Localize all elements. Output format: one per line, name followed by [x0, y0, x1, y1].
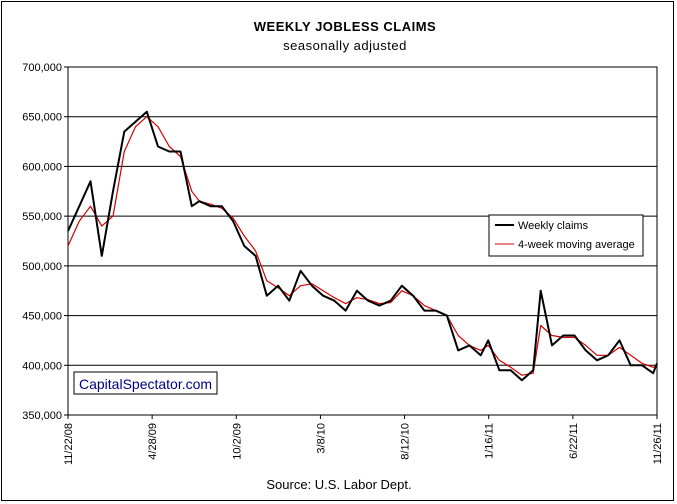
- y-tick-label: 450,000: [22, 311, 62, 323]
- chart-subtitle: seasonally adjusted: [283, 38, 407, 53]
- series-line-weekly-claims: [67, 110, 658, 382]
- x-axis-labels: 11/22/08 4/28/09 10/2/09 3/8/10 8/12/10 1/16/…: [63, 423, 664, 465]
- legend-label-weekly: Weekly claims: [518, 220, 589, 232]
- y-tick-label: 700,000: [22, 62, 62, 74]
- watermark-box: [73, 371, 218, 395]
- legend: Weekly claims 4-week moving average: [488, 214, 644, 257]
- x-tick-label: 6/22/11: [568, 423, 580, 459]
- y-tick-label: 350,000: [22, 410, 62, 422]
- x-tick-label: 1/16/11: [484, 423, 496, 459]
- watermark-text: CapitalSpectator.com: [79, 376, 212, 392]
- x-tick-label: 4/28/09: [147, 423, 159, 460]
- y-tick-label: 600,000: [22, 161, 62, 173]
- y-tick-label: 550,000: [22, 211, 62, 223]
- watermark: CapitalSpectator.com: [73, 371, 218, 395]
- x-tick-label: 8/12/10: [400, 423, 412, 460]
- x-tick-label: 11/22/08: [63, 423, 75, 465]
- series-lines: [67, 110, 658, 382]
- y-axis-labels: 350,000 400,000 450,000 500,000 550,000 600,0…: [22, 62, 62, 422]
- x-tick-label: 3/8/10: [315, 423, 327, 454]
- y-tick-label: 650,000: [22, 112, 62, 124]
- x-tick-label: 10/2/09: [231, 423, 243, 460]
- y-tick-label: 400,000: [22, 360, 62, 372]
- legend-box: [488, 214, 644, 257]
- legend-label-moving-average: 4-week moving average: [518, 239, 635, 251]
- x-tick-label: 11/26/11: [652, 423, 664, 464]
- source-note: Source: U.S. Labor Dept.: [266, 477, 411, 492]
- chart-title: WEEKLY JOBLESS CLAIMS: [254, 19, 436, 34]
- y-tick-label: 500,000: [22, 261, 62, 273]
